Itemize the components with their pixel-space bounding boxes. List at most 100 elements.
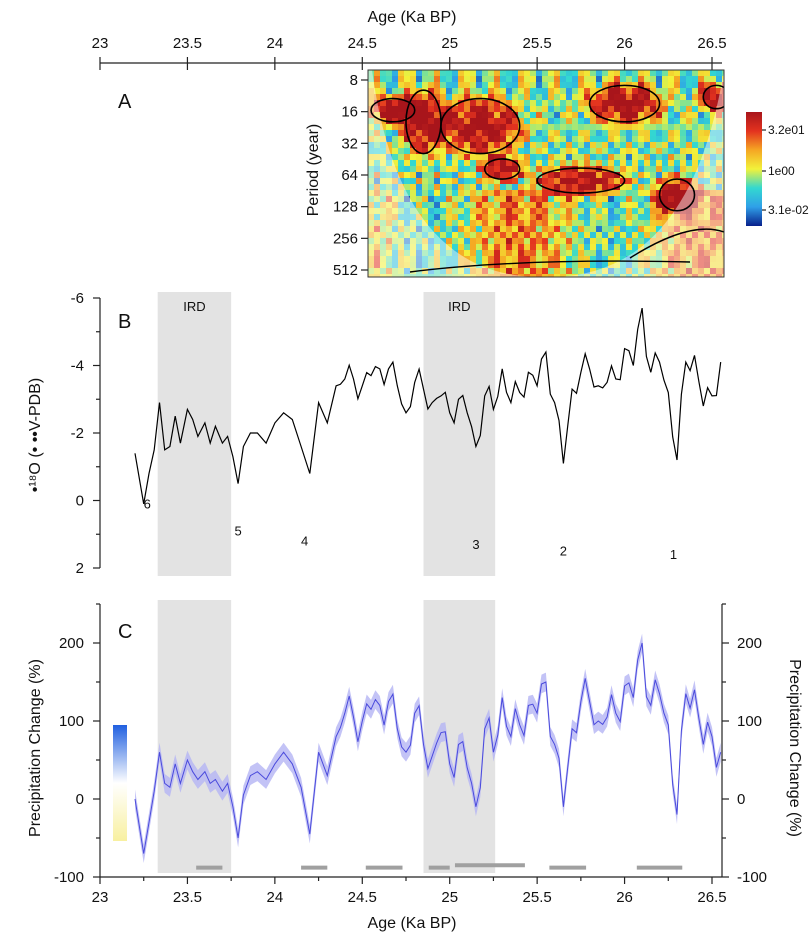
heatmap-cell (374, 136, 381, 143)
heatmap-cell (602, 70, 609, 77)
heatmap-cell (662, 220, 669, 227)
panel-a-y-tick-label: 32 (341, 135, 358, 152)
heatmap-cell (638, 76, 645, 83)
heatmap-cell (416, 178, 423, 185)
heatmap-cell (668, 88, 675, 95)
heatmap-cell (620, 208, 627, 215)
heatmap-cell (452, 184, 459, 191)
heatmap-cell (380, 100, 387, 107)
heatmap-cell (392, 250, 399, 257)
heatmap-cell (644, 154, 651, 161)
heatmap-cell (386, 100, 393, 107)
heatmap-cell (518, 100, 525, 107)
heatmap-cell (428, 268, 435, 275)
heatmap-cell (482, 274, 489, 277)
heatmap-cell (596, 220, 603, 227)
heatmap-cell (644, 70, 651, 77)
heatmap-cell (524, 142, 531, 149)
heatmap-cell (542, 226, 549, 233)
heatmap-cell (716, 226, 723, 233)
heatmap-cell (554, 136, 561, 143)
heatmap-cell (488, 202, 495, 209)
heatmap-cell (602, 172, 609, 179)
heatmap-cell (698, 220, 705, 227)
heatmap-cell (476, 70, 483, 77)
heatmap-cell (422, 268, 429, 275)
heatmap-cell (590, 262, 597, 269)
heatmap-cell (578, 268, 585, 275)
heatmap-cell (434, 118, 441, 125)
heatmap-cell (554, 94, 561, 101)
heatmap-cell (560, 76, 567, 83)
heatmap-cell (578, 148, 585, 155)
heatmap-cell (494, 88, 501, 95)
heatmap-cell (608, 166, 615, 173)
heatmap-cell (644, 274, 651, 277)
heatmap-cell (698, 94, 705, 101)
heatmap-cell (650, 196, 657, 203)
heatmap-cell (650, 76, 657, 83)
heatmap-cell (578, 76, 585, 83)
heatmap-cell (386, 112, 393, 119)
heatmap-cell (548, 172, 555, 179)
heatmap-cell (440, 148, 447, 155)
heatmap-cell (482, 148, 489, 155)
heatmap-cell (680, 268, 687, 275)
heatmap-cell (656, 124, 663, 131)
heatmap-cell (560, 124, 567, 131)
heatmap-cell (692, 154, 699, 161)
heatmap-cell (392, 148, 399, 155)
heatmap-cell (668, 244, 675, 251)
heatmap-cell (602, 274, 609, 277)
heatmap-cell (494, 220, 501, 227)
heatmap-cell (722, 268, 724, 275)
heatmap-cell (536, 190, 543, 197)
heatmap-cell (716, 262, 723, 269)
heatmap-cell (680, 88, 687, 95)
heatmap-cell (686, 118, 693, 125)
heatmap-cell (452, 124, 459, 131)
heatmap-cell (662, 130, 669, 137)
heatmap-cell (680, 190, 687, 197)
heatmap-cell (380, 274, 387, 277)
heatmap-cell (386, 142, 393, 149)
heatmap-cell (476, 130, 483, 137)
heatmap-cell (470, 106, 477, 113)
heatmap-cell (404, 70, 411, 77)
heatmap-cell (674, 196, 681, 203)
heatmap-cell (572, 88, 579, 95)
heatmap-cell (692, 106, 699, 113)
heatmap-cell (626, 154, 633, 161)
heatmap-cell (602, 238, 609, 245)
heatmap-cell (410, 238, 417, 245)
heatmap-cell (506, 94, 513, 101)
heatmap-cell (578, 196, 585, 203)
heatmap-cell (380, 70, 387, 77)
heatmap-cell (458, 76, 465, 83)
heatmap-cell (560, 70, 567, 77)
heatmap-cell (632, 214, 639, 221)
heatmap-cell (428, 274, 435, 277)
heatmap-cell (692, 220, 699, 227)
heatmap-cell (704, 142, 711, 149)
heatmap-cell (704, 100, 711, 107)
heatmap-cell (392, 100, 399, 107)
heatmap-cell (674, 124, 681, 131)
heatmap-cell (374, 166, 381, 173)
heatmap-cell (596, 256, 603, 263)
heatmap-cell (614, 154, 621, 161)
heatmap-cell (398, 106, 405, 113)
heatmap-cell (434, 274, 441, 277)
heatmap-cell (398, 112, 405, 119)
heatmap-cell (386, 124, 393, 131)
heatmap-cell (518, 208, 525, 215)
heatmap-cell (716, 220, 723, 227)
heatmap-cell (662, 250, 669, 257)
heatmap-cell (566, 202, 573, 209)
heatmap-cell (536, 148, 543, 155)
heatmap-cell (590, 184, 597, 191)
heatmap-cell (410, 256, 417, 263)
heatmap-cell (662, 256, 669, 263)
heatmap-cell (632, 244, 639, 251)
heatmap-cell (416, 226, 423, 233)
